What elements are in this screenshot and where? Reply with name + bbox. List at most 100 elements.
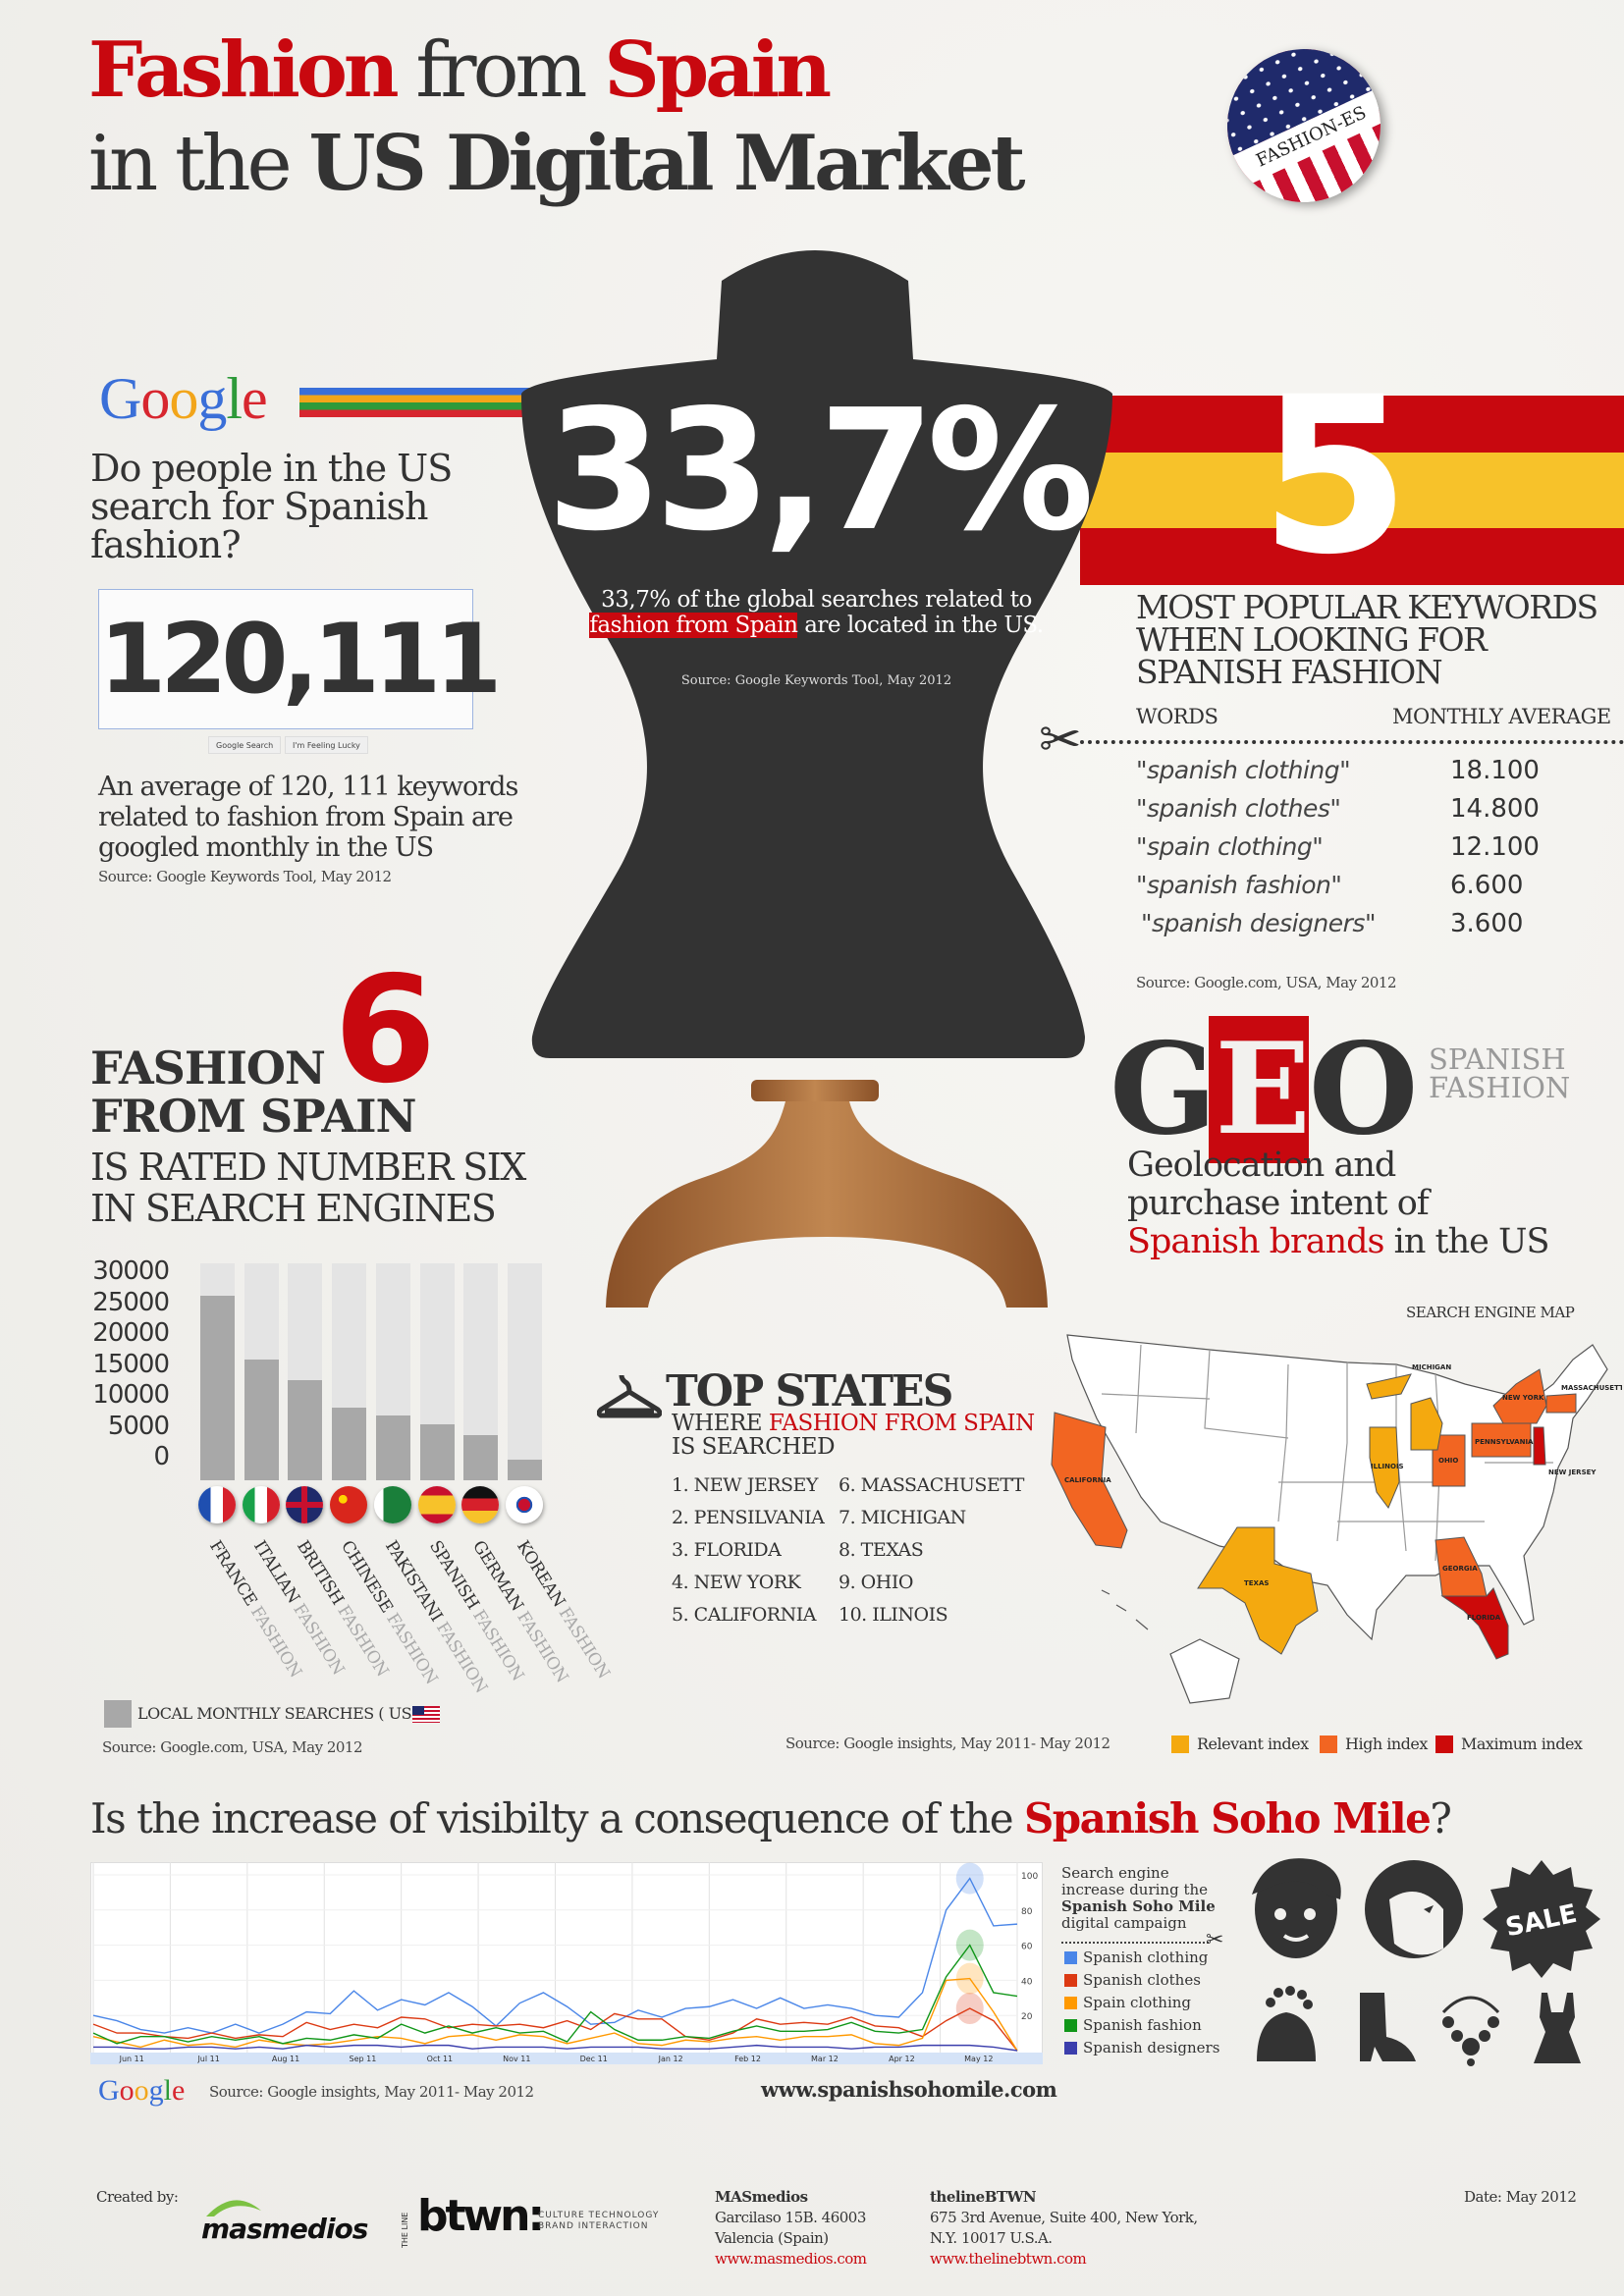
- contact-city: Valencia (Spain): [715, 2229, 829, 2247]
- logo-letter: o: [119, 2074, 135, 2107]
- soho-website-link[interactable]: www.spanishsohomile.com: [761, 2077, 1057, 2102]
- keywords-title: MOST POPULAR KEYWORDS WHEN LOOKING FOR S…: [1136, 588, 1598, 691]
- google-logo-small: Google: [98, 2074, 185, 2108]
- state-massachusetts: [1545, 1393, 1577, 1414]
- bar-spain: [419, 1424, 455, 1480]
- contact-address: 675 3rd Avenue, Suite 400, New York,: [930, 2209, 1198, 2226]
- label-illinois: Illinois: [1371, 1463, 1404, 1470]
- italy-flag-icon: [242, 1486, 280, 1523]
- logo-letter: o: [140, 366, 170, 431]
- fashion-es-badge: FASHION-ES: [1202, 24, 1406, 228]
- rank-sub-2: IN SEARCH ENGINES: [90, 1187, 497, 1230]
- geo-line-3-rest: in the US: [1383, 1222, 1550, 1261]
- state-michigan: [1366, 1373, 1443, 1451]
- masmedios-contact: MASmedios Garcilaso 15B. 46003 Valencia …: [715, 2187, 867, 2269]
- state-item: 2. PENSILVANIA: [672, 1507, 825, 1528]
- x-tick-label: May 12: [964, 2055, 993, 2063]
- desc-part: are located in the US.: [797, 613, 1044, 638]
- bar-source: Source: Google.com, USA, May 2012: [102, 1738, 363, 1756]
- rank-number: 6: [334, 945, 437, 1116]
- feeling-lucky-button[interactable]: I'm Feeling Lucky: [285, 736, 368, 754]
- contact-name: thelineBTWN: [930, 2188, 1037, 2206]
- google-color-stripes: [299, 388, 555, 417]
- masmedios-link[interactable]: www.masmedios.com: [715, 2250, 867, 2268]
- korea-flag-icon: [505, 1486, 543, 1523]
- logo-letter: e: [242, 366, 268, 431]
- logo-letter: G: [98, 2074, 120, 2107]
- soho-question: Is the increase of visibilty a consequen…: [90, 1794, 1452, 1842]
- mannequin-icon: [520, 250, 1112, 1058]
- x-tick-label: Apr 12: [889, 2055, 915, 2063]
- logo-letter: o: [134, 2074, 149, 2107]
- x-tick-label: Jun 11: [119, 2055, 144, 2063]
- col-words: WORDS: [1136, 705, 1218, 728]
- dotted-line: [1061, 1942, 1209, 1944]
- y-tick-label: 20000: [92, 1318, 170, 1348]
- contact-city: N.Y. 10017 U.S.A.: [930, 2229, 1053, 2247]
- logo-letter: G: [99, 366, 141, 431]
- legend-swatch: [1064, 2042, 1077, 2055]
- mannequin-stat: 33,7% 33,7% of the global searches relat…: [520, 236, 1112, 1060]
- rank-title-2: FROM SPAIN: [90, 1090, 417, 1143]
- bar-uk: [288, 1379, 323, 1480]
- legend-swatch: [1064, 1974, 1077, 1987]
- btwn-small-logo: THE LINE: [401, 2212, 409, 2248]
- label-massachusetts: Massachusetts: [1561, 1384, 1622, 1392]
- y-tick-label: 0: [153, 1442, 170, 1471]
- top-states-subtitle: WHERE FASHION FROM SPAIN: [672, 1412, 1035, 1436]
- google-search-button[interactable]: Google Search: [208, 736, 282, 754]
- x-tick-label: Aug 11: [272, 2055, 299, 2063]
- y-tick-label: 60: [1021, 1943, 1033, 1952]
- line-legend-label: Spanish fashion: [1083, 2016, 1202, 2034]
- contact-name: MASmedios: [715, 2188, 808, 2206]
- keyword-monthly-average: 12.100: [1450, 832, 1540, 862]
- series-line-spanish-clothing: [92, 1877, 1018, 2034]
- search-box[interactable]: 120,111: [98, 589, 502, 729]
- bar-korea: [507, 1459, 542, 1480]
- rank-sub-1: IS RATED NUMBER SIX: [90, 1146, 526, 1189]
- x-tick-label: Jul 11: [196, 2055, 219, 2063]
- monthly-searches-number: 120,111: [99, 604, 502, 716]
- percentage-source: Source: Google Keywords Tool, May 2012: [680, 673, 952, 688]
- sub-prefix: WHERE: [672, 1411, 769, 1436]
- title-in-the: in the: [88, 120, 309, 208]
- top-states-title: TOP STATES: [666, 1366, 953, 1416]
- keyword-monthly-average: 14.800: [1450, 794, 1540, 824]
- line-chart-frame: [90, 1862, 1043, 2064]
- us-map: California Texas Georgia Florida New Yor…: [1051, 1334, 1622, 1704]
- percentage-description: 33,7% of the global searches related to …: [589, 587, 1044, 638]
- logo-letter: g: [197, 366, 227, 431]
- bar-pakistan: [375, 1415, 410, 1480]
- desc-highlight: fashion from Spain: [589, 613, 798, 638]
- searches-description: An average of 120, 111 keywords related …: [98, 772, 518, 863]
- x-tick-label: Mar 12: [811, 2055, 839, 2063]
- col-monthly-average: MONTHLY AVERAGE: [1392, 705, 1611, 728]
- label-michigan: Michigan: [1412, 1363, 1451, 1371]
- contact-address: Garcilaso 15B. 46003: [715, 2209, 866, 2226]
- bar-germany: [463, 1434, 499, 1480]
- thelinebtwn-link[interactable]: www.thelinebtwn.com: [930, 2250, 1087, 2268]
- label-texas: Texas: [1244, 1579, 1269, 1587]
- q-highlight: Spanish Soho Mile: [1023, 1794, 1432, 1842]
- legend-swatch-0: [1171, 1735, 1189, 1753]
- x-tick-label: Oct 11: [427, 2055, 454, 2063]
- keyword-monthly-average: 6.600: [1450, 871, 1524, 900]
- boot-icon: [1360, 1993, 1416, 2061]
- y-tick-label: 80: [1021, 1907, 1033, 1917]
- handbag-icon: [1257, 1986, 1316, 2061]
- state-florida: [1440, 1587, 1509, 1660]
- series-line-spain-clothing: [92, 1977, 1018, 2052]
- d-part: digital campaign: [1061, 1914, 1187, 1932]
- y-tick-label: 40: [1021, 1977, 1033, 1987]
- legend-swatch-1: [1320, 1735, 1337, 1753]
- y-tick-label: 20: [1021, 2012, 1033, 2022]
- thelinebtwn-contact: thelineBTWN 675 3rd Avenue, Suite 400, N…: [930, 2187, 1198, 2269]
- map-title: SEARCH ENGINE MAP: [1406, 1304, 1575, 1321]
- btwn-logo: btwn:: [417, 2191, 545, 2241]
- label-ohio: Ohio: [1438, 1457, 1458, 1465]
- state-item: 4. NEW YORK: [672, 1572, 801, 1593]
- masmedios-logo: masmedios: [201, 2213, 368, 2245]
- d-highlight: Spanish Soho Mile: [1061, 1897, 1216, 1915]
- q-part: ?: [1430, 1794, 1452, 1842]
